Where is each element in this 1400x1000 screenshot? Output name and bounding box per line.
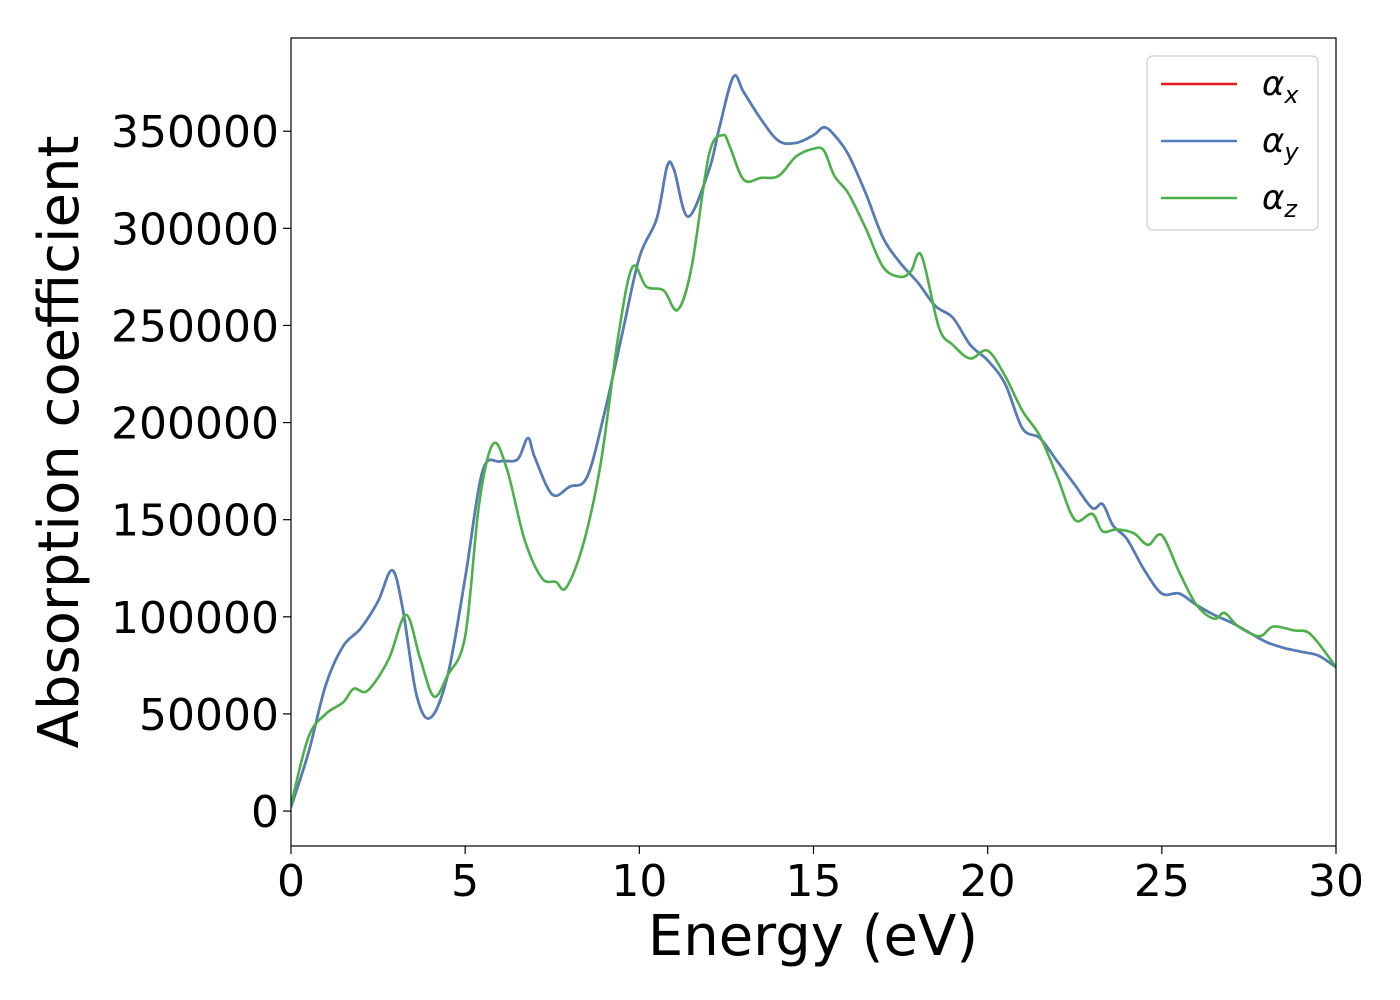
plot-lines	[291, 74, 1336, 808]
series-line-y	[291, 74, 1336, 808]
x-tick-label: 25	[1134, 856, 1190, 907]
x-tick-label: 10	[611, 856, 667, 907]
legend-label-z: αz	[1262, 178, 1298, 223]
legend-label-subscript: y	[1283, 138, 1299, 166]
x-axis-ticks: 0 5 10 15 20 25 30	[277, 846, 1364, 907]
y-tick-label: 250000	[111, 301, 279, 352]
y-axis-ticks: 0 50000 100000 150000 200000 250000 300000 3500…	[111, 107, 291, 838]
x-tick-label: 30	[1308, 856, 1364, 907]
y-tick-label: 50000	[139, 690, 279, 741]
x-tick-label: 15	[786, 856, 842, 907]
x-axis-title: Energy (eV)	[648, 904, 978, 969]
y-tick-label: 0	[251, 787, 279, 838]
series-line-z	[291, 133, 1336, 806]
x-tick-label: 20	[960, 856, 1016, 907]
legend-label-symbol: α	[1262, 64, 1284, 104]
x-tick-label: 5	[451, 856, 479, 907]
legend-label-subscript: z	[1283, 195, 1298, 223]
y-tick-label: 100000	[111, 593, 279, 644]
y-axis-title: Absorption coefficient	[27, 136, 92, 749]
y-tick-label: 150000	[111, 496, 279, 547]
legend-label-y: αy	[1262, 121, 1299, 166]
x-tick-label: 0	[277, 856, 305, 907]
legend-box	[1146, 55, 1319, 231]
y-tick-label: 200000	[111, 399, 279, 450]
legend-label-x: αx	[1262, 64, 1299, 109]
y-tick-label: 300000	[111, 204, 279, 255]
legend-label-symbol: α	[1262, 121, 1284, 161]
legend-label-subscript: x	[1283, 81, 1299, 109]
y-tick-label: 350000	[111, 107, 279, 158]
legend-label-symbol: α	[1262, 178, 1284, 218]
